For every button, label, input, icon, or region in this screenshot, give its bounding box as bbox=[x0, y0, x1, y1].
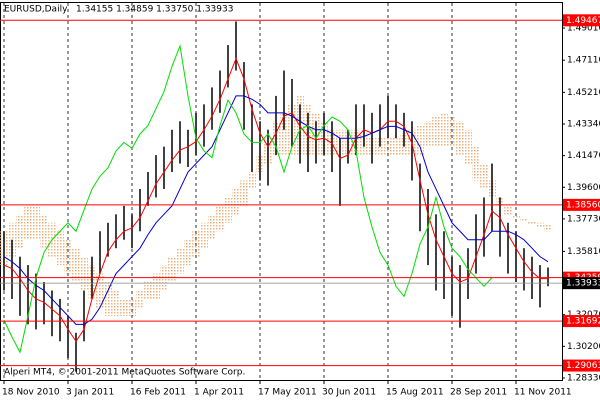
y-tick-label: 1.30200 bbox=[567, 342, 600, 352]
cloud-segment bbox=[536, 222, 544, 228]
cloud-segment bbox=[32, 205, 40, 240]
cloud-segment bbox=[24, 205, 32, 240]
cloud-segment bbox=[440, 112, 448, 147]
copyright: Alperi MT4, © 2001-2011 MetaQuotes Softw… bbox=[4, 368, 245, 378]
current-price-box bbox=[563, 277, 600, 290]
cloud-segment bbox=[280, 112, 288, 156]
x-tick-label: 15 Aug 2011 bbox=[386, 388, 444, 398]
cloud-segment bbox=[176, 248, 184, 274]
y-tick-label: 1.28330 bbox=[567, 373, 600, 383]
x-tick-label: 1 Apr 2011 bbox=[194, 388, 244, 398]
cloud-segment bbox=[96, 273, 104, 308]
cloud-segment bbox=[112, 290, 120, 316]
cloud-segment bbox=[120, 298, 128, 316]
cloud-segment bbox=[136, 290, 144, 308]
cloud-segment bbox=[520, 217, 528, 222]
cloud-segment bbox=[184, 239, 192, 266]
x-tick-label: 18 Nov 2010 bbox=[2, 388, 60, 398]
level-label-box bbox=[563, 14, 600, 27]
cloud-segment bbox=[40, 214, 48, 249]
x-tick-label: 11 Nov 2011 bbox=[514, 388, 572, 398]
cloud-segment bbox=[224, 197, 232, 223]
level-label: 1.29063 bbox=[566, 361, 600, 371]
y-tick-label: 1.45210 bbox=[567, 88, 600, 98]
level-label-box bbox=[563, 315, 600, 328]
x-tick-label: 30 Jun 2011 bbox=[322, 388, 376, 398]
level-label: 1.49467 bbox=[566, 16, 600, 26]
y-tick-label: 1.35810 bbox=[567, 247, 600, 257]
cloud-segment bbox=[72, 248, 80, 283]
symbol-title: EURUSD,Daily bbox=[4, 5, 68, 15]
cloud-segment bbox=[248, 172, 256, 189]
level-label: 1.38560 bbox=[566, 200, 600, 210]
cloud-segment bbox=[416, 124, 424, 156]
cloud-segment bbox=[200, 222, 208, 249]
cloud-segment bbox=[464, 129, 472, 164]
cloud-segment bbox=[104, 282, 112, 316]
y-tick-label: 1.37730 bbox=[567, 214, 600, 224]
y-tick-label: 1.43340 bbox=[567, 119, 600, 129]
cloud-segment bbox=[80, 256, 88, 291]
cloud-segment bbox=[240, 180, 248, 206]
x-tick-label: 16 Feb 2011 bbox=[130, 388, 186, 398]
cloud-segment bbox=[16, 214, 24, 249]
plot-frame bbox=[0, 2, 563, 381]
current-price-label: 1.33933 bbox=[566, 279, 600, 289]
cloud-segment bbox=[512, 214, 520, 218]
ohlc-info: 1.34155 1.34859 1.33750 1.33933 bbox=[76, 5, 233, 15]
cloud-segment bbox=[384, 138, 392, 156]
y-tick-label: 1.49010 bbox=[567, 24, 600, 34]
cloud-segment bbox=[232, 188, 240, 215]
cloud-segment bbox=[392, 136, 400, 156]
x-tick-label: 28 Sep 2011 bbox=[450, 388, 507, 398]
cloud-segment bbox=[456, 121, 464, 156]
cloud-segment bbox=[472, 146, 480, 181]
x-tick-label: 17 May 2011 bbox=[258, 388, 317, 398]
indicator-line bbox=[3, 57, 548, 343]
x-tick-label: 3 Jan 2011 bbox=[66, 388, 114, 398]
cloud-segment bbox=[544, 224, 552, 232]
cloud-segment bbox=[432, 116, 440, 147]
cloud-segment bbox=[208, 214, 216, 240]
y-tick-label: 1.41470 bbox=[567, 151, 600, 161]
cloud-segment bbox=[144, 282, 152, 299]
cloud-segment bbox=[480, 163, 488, 189]
cloud-segment bbox=[424, 121, 432, 147]
cloud-segment bbox=[152, 273, 160, 299]
level-label-box bbox=[563, 198, 600, 211]
cloud-segment bbox=[216, 205, 224, 232]
cloud-segment bbox=[504, 205, 512, 215]
level-label: 1.31692 bbox=[566, 317, 600, 327]
cloud-segment bbox=[56, 231, 64, 266]
y-tick-label: 1.47110 bbox=[567, 56, 600, 66]
cloud-segment bbox=[168, 256, 176, 283]
level-label-box bbox=[563, 359, 600, 372]
cloud-segment bbox=[128, 298, 136, 316]
y-tick-label: 1.39600 bbox=[567, 183, 600, 193]
indicator-line bbox=[3, 95, 549, 325]
cloud-segment bbox=[528, 221, 536, 225]
